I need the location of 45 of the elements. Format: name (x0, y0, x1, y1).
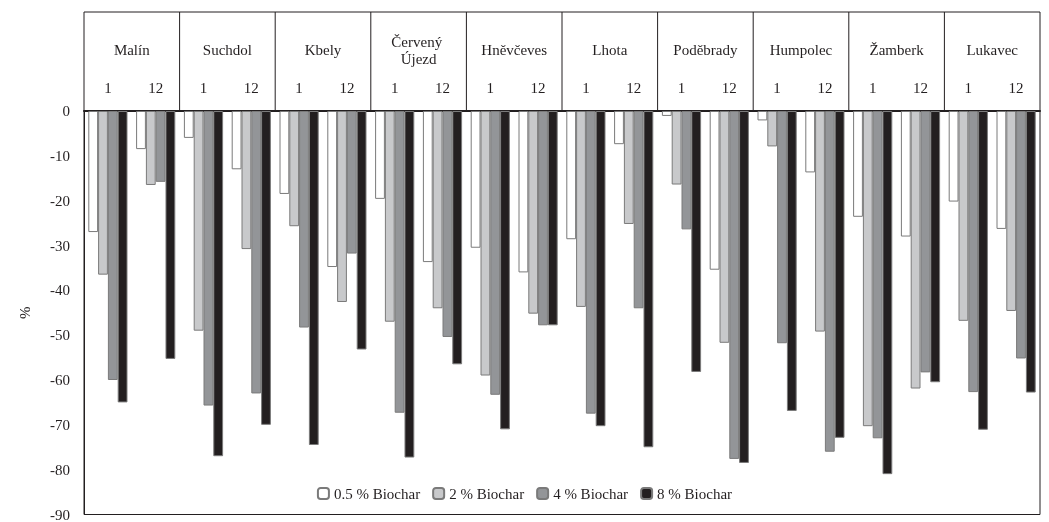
legend-label: 0.5 % Biochar (333, 485, 421, 502)
y-tick-label: -60 (50, 372, 70, 388)
y-tick-label: -70 (50, 416, 70, 433)
x-tick-label: 12 (626, 79, 642, 96)
text: Suchdol (202, 42, 252, 58)
text: Lhota (592, 42, 628, 58)
x-tick-label: 1 (964, 79, 973, 96)
legend-label: 8 % Biochar (657, 485, 733, 502)
y-tick-label: -50 (50, 327, 70, 344)
x-tick-label: 12 (530, 79, 546, 96)
x-tick-label: 12 (721, 79, 737, 96)
x-tick-label: 1 (390, 79, 399, 96)
text: Malín (113, 42, 151, 58)
y-tick-label: -20 (50, 192, 70, 209)
y-axis-title: % (16, 306, 33, 319)
text: Poděbrady (673, 42, 738, 58)
x-tick-label: 12 (913, 79, 928, 96)
x-tick-label: 12 (148, 79, 164, 96)
x-tick-label: 1 (677, 79, 686, 96)
x-tick-label: 12 (243, 79, 259, 96)
x-tick-label: 12 (1008, 79, 1024, 96)
legend-label: 2 % Biochar (449, 485, 525, 502)
x-tick-label: 1 (295, 79, 303, 96)
text: Lukavec (966, 42, 1019, 58)
x-tick-label: 12 (817, 79, 833, 96)
y-tick-label: -80 (50, 461, 70, 478)
x-tick-label: 12 (435, 79, 450, 96)
x-tick-label: 1 (868, 79, 877, 96)
text: Červený Újezd (391, 33, 446, 67)
y-tick-label: -90 (50, 506, 70, 522)
text: Kbely (304, 42, 342, 58)
y-tick-label: -30 (50, 237, 70, 254)
x-tick-label: 1 (773, 79, 781, 96)
text: Žamberk (869, 42, 925, 58)
y-tick-label: -40 (50, 282, 70, 299)
x-tick-label: 1 (486, 79, 495, 96)
y-tick-label: 0 (62, 103, 70, 119)
text: Hněvčeves (481, 42, 548, 58)
x-tick-label: 12 (339, 79, 355, 96)
legend-label: 4 % Biochar (553, 485, 629, 502)
y-tick-label: -10 (50, 147, 70, 164)
text: Humpolec (769, 42, 833, 58)
x-tick-label: 1 (199, 79, 208, 96)
x-tick-label: 1 (104, 79, 112, 96)
x-tick-label: 1 (582, 79, 590, 96)
